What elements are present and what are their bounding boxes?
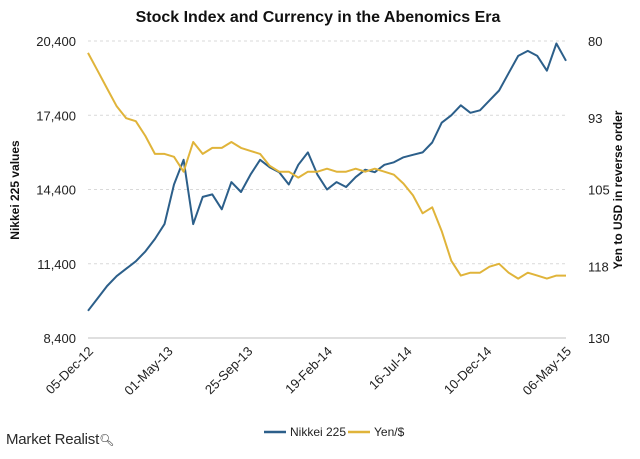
x-axis-ticks: 05-Dec-12 01-May-13 25-Sep-13 19-Feb-14 16-J… [43,344,575,399]
right-tick-label: 118 [588,260,609,275]
x-tick-label: 06-May-15 [520,344,575,399]
x-tick-label: 10-Dec-14 [441,344,495,398]
x-tick-label: 25-Sep-13 [202,344,256,398]
brand-logo: Market Realist🔍︎ [6,431,114,448]
x-tick-label: 16-Jul-14 [366,344,415,393]
left-tick-label: 17,400 [36,108,76,123]
legend-label: Yen/$ [374,425,405,439]
right-axis-label: Yen to USD in reverse order [611,110,625,269]
left-tick-label: 14,400 [36,183,76,198]
gridlines [88,40,566,339]
left-axis-ticks: 8,400 11,400 14,400 17,400 20,400 [36,34,76,346]
magnifier-icon: 🔍︎ [99,433,115,447]
series-lines [87,42,567,312]
left-tick-label: 20,400 [36,34,76,49]
series-line-yen [87,52,566,280]
brand-name: Market Realist [6,431,100,448]
left-tick-label: 8,400 [43,331,76,346]
legend-label: Nikkei 225 [290,425,346,439]
x-tick-label: 05-Dec-12 [43,344,97,398]
series-line-nikkei-225 [87,42,567,312]
right-axis-ticks: 80 93 105 118 130 [588,34,610,346]
right-tick-label: 105 [588,183,610,198]
right-tick-label: 93 [588,111,602,126]
left-tick-label: 11,400 [37,257,76,272]
x-tick-label: 19-Feb-14 [282,344,335,397]
chart-title: Stock Index and Currency in the Abenomic… [136,9,501,26]
right-tick-label: 130 [588,331,610,346]
legend: Nikkei 225 Yen/$ [264,425,405,439]
left-axis-label: Nikkei 225 values [8,140,22,240]
x-tick-label: 01-May-13 [121,344,176,399]
right-tick-label: 80 [588,34,602,49]
